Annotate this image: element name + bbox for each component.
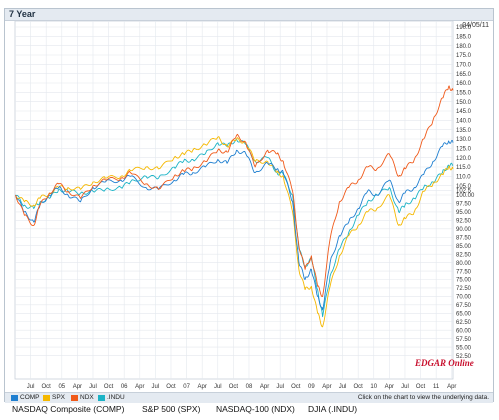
y-tick-label: 72.50: [456, 286, 472, 292]
y-tick-label: 125.0: [456, 147, 472, 153]
legend-item-spx[interactable]: SPX: [43, 394, 65, 401]
x-tick-label: Apr: [260, 384, 269, 390]
click-note: Click on the chart to view the underlyin…: [357, 394, 489, 401]
y-tick-label: 130.0: [456, 137, 472, 143]
index-label-spx[interactable]: S&P 500 (SPX): [142, 404, 201, 414]
x-tick-label: Jul: [27, 384, 35, 390]
y-tick-label: 185.0: [456, 35, 472, 41]
y-tick-label: 97.50: [456, 202, 472, 208]
legend-swatch-ndx: [71, 394, 78, 401]
y-tick-label: 77.50: [456, 269, 472, 275]
legend-item-ndx[interactable]: NDX: [71, 394, 94, 401]
y-tick-label: 140.0: [456, 119, 472, 125]
legend-swatch-spx: [43, 394, 50, 401]
x-tick-label: Jul: [339, 384, 347, 390]
chart-title: 7 Year: [9, 9, 36, 19]
y-tick-label: 85.00: [456, 244, 472, 250]
y-tick-label: 102.5: [456, 189, 472, 195]
x-tick-label: 10: [370, 384, 377, 390]
y-tick-label: 165.0: [456, 72, 472, 78]
index-label-ndx[interactable]: NASDAQ-100 (NDX): [216, 404, 295, 414]
y-tick-label: 170.0: [456, 63, 472, 69]
plot-area: [14, 20, 454, 380]
legend-item-indu[interactable]: .INDU: [98, 394, 125, 401]
y-tick-label: 160.0: [456, 81, 472, 87]
x-tick-label: 11: [433, 384, 440, 390]
y-tick-label: 75.00: [456, 278, 472, 284]
y-tick-label: 62.50: [456, 320, 472, 326]
y-tick-label: 82.50: [456, 252, 472, 258]
x-tick-label: 07: [183, 384, 190, 390]
x-tick-label: Apr: [135, 384, 144, 390]
legend-swatch-comp: [11, 394, 18, 401]
x-tick-label: 09: [308, 384, 315, 390]
legend-swatch-indu: [98, 394, 105, 401]
y-tick-label: 90.00: [456, 227, 472, 233]
chart-panel[interactable]: 7 Year 04/05/11 52.50 55.00 57.50 60.00 62.5…: [4, 8, 494, 403]
x-tick-label: Apr: [73, 384, 82, 390]
x-tick-label: Oct: [104, 384, 114, 390]
y-tick-label: 145.0: [456, 109, 472, 115]
y-tick-label: 65.00: [456, 312, 472, 318]
x-tick-label: Jul: [401, 384, 409, 390]
chart-header: 7 Year: [5, 9, 493, 21]
y-tick-label: 190.0: [456, 25, 472, 31]
y-tick-label: 110.0: [456, 175, 471, 181]
x-tick-label: Jul: [214, 384, 222, 390]
y-tick-label: 92.50: [456, 219, 472, 225]
x-tick-label: Oct: [291, 384, 301, 390]
y-tick-label: 60.00: [456, 328, 472, 334]
y-tick-label: 57.50: [456, 337, 472, 343]
y-tick-label: 135.0: [456, 128, 472, 134]
series-line-spx: [15, 136, 454, 328]
series-line-comp: [15, 139, 454, 311]
x-tick-label: Jul: [89, 384, 97, 390]
legend-bar: COMP SPX NDX .INDU Click on the chart to…: [5, 392, 493, 403]
y-tick-label: 80.00: [456, 261, 472, 267]
legend-item-comp[interactable]: COMP: [11, 394, 40, 401]
y-tick-label: 52.50: [456, 354, 472, 360]
legend-label-ndx: NDX: [80, 394, 94, 401]
x-tick-label: Oct: [353, 384, 363, 390]
x-tick-label: Apr: [198, 384, 207, 390]
x-tick-label: 06: [121, 384, 128, 390]
y-tick-label: 180.0: [456, 44, 472, 50]
chart-date: 04/05/11: [462, 22, 489, 29]
x-tick-label: Jul: [276, 384, 284, 390]
x-tick-label: 05: [58, 384, 65, 390]
y-tick-label: 155.0: [456, 91, 472, 97]
y-tick-label: 115.0: [456, 165, 471, 171]
y-tick-label: 175.0: [456, 53, 472, 59]
y-tick-label: 67.50: [456, 303, 472, 309]
x-tick-label: 08: [246, 384, 253, 390]
legend-label-spx: SPX: [52, 394, 66, 401]
index-label-comp[interactable]: NASDAQ Composite (COMP): [12, 404, 125, 414]
series-line-ndx: [15, 85, 454, 297]
y-tick-label: 120.0: [456, 156, 472, 162]
legend-label-indu: .INDU: [107, 394, 125, 401]
y-tick-label: 150.0: [456, 100, 472, 106]
legend-label-comp: COMP: [20, 394, 40, 401]
y-tick-label: 105.0: [456, 184, 472, 190]
series-line-indu: [15, 138, 454, 318]
x-tick-label: Oct: [166, 384, 176, 390]
x-tick-label: Apr: [447, 384, 456, 390]
x-tick-label: Oct: [42, 384, 52, 390]
index-label-indu[interactable]: DJIA (.INDU): [308, 404, 358, 414]
x-tick-label: Apr: [385, 384, 394, 390]
x-tick-label: Apr: [322, 384, 331, 390]
x-tick-label: Jul: [152, 384, 160, 390]
y-tick-label: 95.00: [456, 210, 472, 216]
chart-plot[interactable]: 52.50 55.00 57.50 60.00 62.50 65.00 67.50 70.00…: [5, 9, 493, 391]
y-tick-label: 55.00: [456, 345, 472, 351]
x-tick-label: Oct: [416, 384, 426, 390]
y-tick-label: 70.00: [456, 295, 472, 301]
x-tick-label: Oct: [229, 384, 239, 390]
y-tick-label: 100.00: [456, 193, 475, 199]
y-tick-label: 87.50: [456, 235, 472, 241]
edgar-online-logo: EDGAR Online: [415, 358, 474, 368]
